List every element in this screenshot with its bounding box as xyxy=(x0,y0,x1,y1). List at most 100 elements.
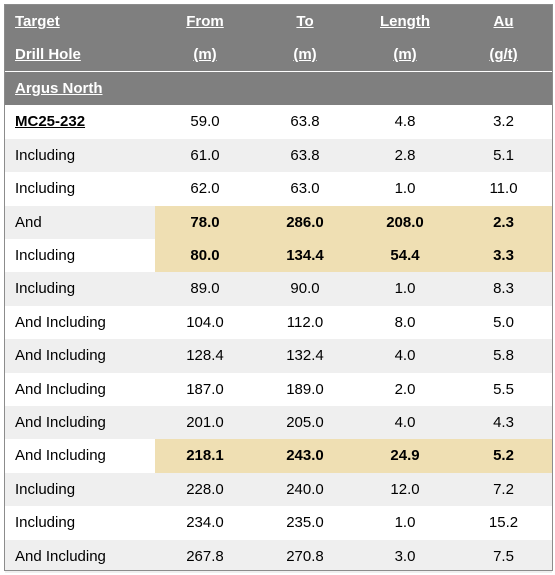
table-row: And Including 187.0 189.0 2.0 5.5 xyxy=(5,372,552,407)
row-from: 78.0 xyxy=(155,205,255,240)
row-length: 2.8 xyxy=(355,138,455,173)
row-to: 63.8 xyxy=(255,105,355,139)
row-from: 201.0 xyxy=(155,406,255,440)
row-to: 134.4 xyxy=(255,239,355,273)
row-from: 89.0 xyxy=(155,272,255,306)
row-au: 5.1 xyxy=(455,138,552,173)
header-to-unit: (m) xyxy=(255,38,355,72)
header-row-titles: Target From To Length Au xyxy=(5,5,552,38)
row-label: And xyxy=(5,205,155,240)
row-to: 112.0 xyxy=(255,305,355,340)
row-to: 63.8 xyxy=(255,138,355,173)
row-au: 3.3 xyxy=(455,239,552,273)
row-from: 187.0 xyxy=(155,372,255,407)
table-row: Including 61.0 63.8 2.8 5.1 xyxy=(5,138,552,173)
row-length: 3.0 xyxy=(355,539,455,574)
table-row: Including 89.0 90.0 1.0 8.3 xyxy=(5,272,552,306)
row-length: 12.0 xyxy=(355,472,455,507)
row-length: 1.0 xyxy=(355,172,455,206)
drill-results-table: Target From To Length Au Drill Hole (m) … xyxy=(5,5,552,574)
row-au: 5.5 xyxy=(455,372,552,407)
row-from: 61.0 xyxy=(155,138,255,173)
row-to: 235.0 xyxy=(255,506,355,540)
row-label: And Including xyxy=(5,339,155,373)
header-length-unit: (m) xyxy=(355,38,455,72)
row-label: Including xyxy=(5,239,155,273)
row-au: 7.5 xyxy=(455,539,552,574)
row-from: 59.0 xyxy=(155,105,255,139)
row-au: 2.3 xyxy=(455,205,552,240)
row-length: 1.0 xyxy=(355,506,455,540)
row-to: 189.0 xyxy=(255,372,355,407)
row-to: 240.0 xyxy=(255,472,355,507)
table-row: Including 62.0 63.0 1.0 11.0 xyxy=(5,172,552,206)
table-row: Including 234.0 235.0 1.0 15.2 xyxy=(5,506,552,540)
table-row: MC25-232 59.0 63.8 4.8 3.2 xyxy=(5,105,552,139)
row-from: 104.0 xyxy=(155,305,255,340)
row-length: 8.0 xyxy=(355,305,455,340)
row-label: Including xyxy=(5,272,155,306)
row-to: 132.4 xyxy=(255,339,355,373)
row-label: Including xyxy=(5,172,155,206)
row-length: 1.0 xyxy=(355,272,455,306)
row-au: 5.8 xyxy=(455,339,552,373)
table-row: Including 228.0 240.0 12.0 7.2 xyxy=(5,472,552,507)
row-from: 267.8 xyxy=(155,539,255,574)
header-length: Length xyxy=(355,5,455,38)
row-to: 63.0 xyxy=(255,172,355,206)
row-length: 4.8 xyxy=(355,105,455,139)
row-label: And Including xyxy=(5,439,155,473)
row-length: 54.4 xyxy=(355,239,455,273)
row-length: 4.0 xyxy=(355,406,455,440)
header-to: To xyxy=(255,5,355,38)
table-row: And Including 218.1 243.0 24.9 5.2 xyxy=(5,439,552,473)
drill-results-table-wrapper: Target From To Length Au Drill Hole (m) … xyxy=(5,5,552,574)
row-label: And Including xyxy=(5,406,155,440)
row-au: 7.2 xyxy=(455,472,552,507)
row-au: 8.3 xyxy=(455,272,552,306)
header-from-unit: (m) xyxy=(155,38,255,72)
row-au: 5.0 xyxy=(455,305,552,340)
header-row-units: Drill Hole (m) (m) (m) (g/t) xyxy=(5,38,552,72)
row-length: 24.9 xyxy=(355,439,455,473)
table-row: And Including 128.4 132.4 4.0 5.8 xyxy=(5,339,552,373)
header-au-unit: (g/t) xyxy=(455,38,552,72)
row-length: 208.0 xyxy=(355,205,455,240)
row-label: And Including xyxy=(5,372,155,407)
row-label: Including xyxy=(5,506,155,540)
table-row: And 78.0 286.0 208.0 2.3 xyxy=(5,205,552,240)
row-from: 62.0 xyxy=(155,172,255,206)
table-row: And Including 267.8 270.8 3.0 7.5 xyxy=(5,539,552,574)
row-length: 2.0 xyxy=(355,372,455,407)
header-from: From xyxy=(155,5,255,38)
group-row-argus-north: Argus North xyxy=(5,71,552,106)
row-au: 5.2 xyxy=(455,439,552,473)
row-to: 243.0 xyxy=(255,439,355,473)
header-target: Target xyxy=(5,5,155,38)
header-drill-hole: Drill Hole xyxy=(5,38,155,72)
row-to: 286.0 xyxy=(255,205,355,240)
row-au: 15.2 xyxy=(455,506,552,540)
table-row: And Including 201.0 205.0 4.0 4.3 xyxy=(5,406,552,440)
row-au: 11.0 xyxy=(455,172,552,206)
row-from: 228.0 xyxy=(155,472,255,507)
table-row: Including 80.0 134.4 54.4 3.3 xyxy=(5,239,552,273)
row-label: And Including xyxy=(5,305,155,340)
table-row: And Including 104.0 112.0 8.0 5.0 xyxy=(5,305,552,340)
row-from: 218.1 xyxy=(155,439,255,473)
row-label: Including xyxy=(5,472,155,507)
row-au: 3.2 xyxy=(455,105,552,139)
group-name: Argus North xyxy=(5,71,552,106)
row-length: 4.0 xyxy=(355,339,455,373)
row-from: 234.0 xyxy=(155,506,255,540)
row-label: Including xyxy=(5,138,155,173)
row-to: 90.0 xyxy=(255,272,355,306)
row-to: 205.0 xyxy=(255,406,355,440)
header-au: Au xyxy=(455,5,552,38)
row-from: 80.0 xyxy=(155,239,255,273)
row-to: 270.8 xyxy=(255,539,355,574)
row-label: MC25-232 xyxy=(5,105,155,139)
row-au: 4.3 xyxy=(455,406,552,440)
row-label: And Including xyxy=(5,539,155,574)
row-from: 128.4 xyxy=(155,339,255,373)
